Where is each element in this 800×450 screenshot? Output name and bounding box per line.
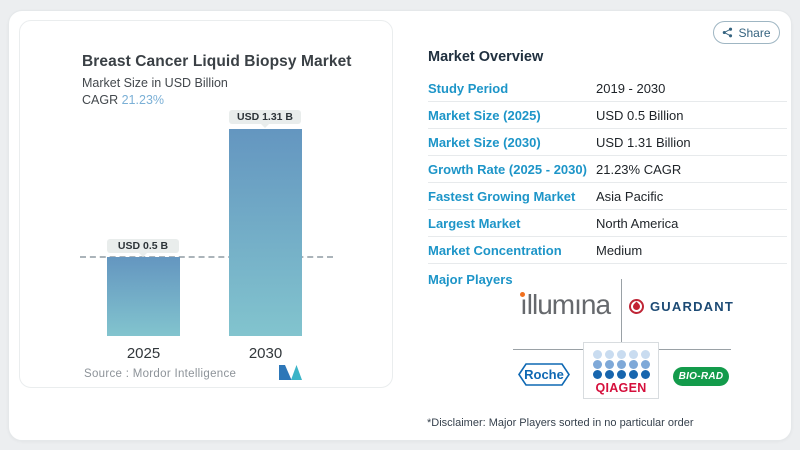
table-row: Growth Rate (2025 - 2030) 21.23% CAGR	[428, 156, 787, 183]
cagr-value: 21.23%	[121, 93, 165, 107]
row-label: Largest Market	[428, 215, 521, 231]
row-value: North America	[596, 215, 679, 231]
biorad-logo: BIO-RAD	[673, 367, 729, 386]
bar-2030	[229, 129, 302, 336]
table-row: Largest Market North America	[428, 210, 787, 237]
row-label: Market Concentration	[428, 242, 562, 258]
logo-grid-vertical-divider	[621, 279, 622, 342]
row-label: Study Period	[428, 80, 509, 96]
share-button-label: Share	[738, 25, 771, 40]
table-row: Market Concentration Medium	[428, 237, 787, 264]
biorad-wordmark: BIO-RAD	[678, 371, 724, 382]
chart-title: Breast Cancer Liquid Biopsy Market	[82, 53, 352, 70]
roche-wordmark: Roche	[524, 367, 564, 382]
source-attribution: Source : Mordor Intelligence	[84, 368, 237, 380]
row-value: 21.23% CAGR	[596, 161, 682, 177]
bar-value-label-2030: USD 1.31 B	[229, 110, 301, 128]
table-row: Market Size (2030) USD 1.31 Billion	[428, 129, 787, 156]
share-button[interactable]: Share	[713, 21, 780, 44]
disclaimer-text: *Disclaimer: Major Players sorted in no …	[427, 417, 694, 429]
infographic-card: Breast Cancer Liquid Biopsy Market Marke…	[8, 10, 792, 441]
row-label: Fastest Growing Market	[428, 188, 576, 204]
row-value: Medium	[596, 242, 643, 258]
illumina-logo: ı llumına	[506, 291, 624, 319]
market-chart-panel: Breast Cancer Liquid Biopsy Market Marke…	[19, 20, 393, 388]
roche-hexagon-icon	[518, 363, 570, 386]
table-row: Market Size (2025) USD 0.5 Billion	[428, 102, 787, 129]
overview-table: Study Period 2019 - 2030 Market Size (20…	[428, 75, 787, 264]
qiagen-wordmark: QIAGEN	[595, 381, 647, 395]
guardant-drop-icon	[629, 299, 644, 314]
bar-2025	[107, 257, 180, 336]
cagr-label: CAGR	[82, 93, 119, 107]
guardant-logo: GUARDANT	[629, 299, 734, 314]
row-value: USD 1.31 Billion	[596, 134, 691, 150]
major-players-label: Major Players	[428, 272, 513, 287]
row-value: USD 0.5 Billion	[596, 107, 684, 123]
row-label: Market Size (2025)	[428, 107, 541, 123]
qiagen-logo: QIAGEN	[583, 342, 659, 399]
row-label: Growth Rate (2025 - 2030)	[428, 161, 587, 177]
illumina-orange-dot-icon	[520, 292, 526, 297]
overview-heading: Market Overview	[428, 49, 544, 65]
mordor-intelligence-logo-icon	[279, 365, 302, 380]
illumina-first-letter: ı	[519, 289, 528, 320]
table-row: Study Period 2019 - 2030	[428, 75, 787, 102]
row-value: Asia Pacific	[596, 188, 664, 204]
row-label: Market Size (2030)	[428, 134, 541, 150]
illumina-wordmark: llumına	[526, 289, 611, 320]
reference-dashed-line	[80, 256, 333, 258]
cagr-line: CAGR 21.23%	[82, 93, 164, 107]
table-row: Fastest Growing Market Asia Pacific	[428, 183, 787, 210]
bar-value-label-2025: USD 0.5 B	[107, 239, 179, 257]
x-axis-label-2030: 2030	[248, 345, 283, 362]
qiagen-dots-icon	[592, 350, 650, 379]
row-value: 2019 - 2030	[596, 80, 666, 96]
x-axis-label-2025: 2025	[126, 345, 161, 362]
roche-logo: Roche	[518, 363, 570, 386]
chart-subtitle: Market Size in USD Billion	[82, 76, 228, 90]
share-icon	[723, 27, 733, 38]
guardant-wordmark: GUARDANT	[650, 299, 734, 314]
